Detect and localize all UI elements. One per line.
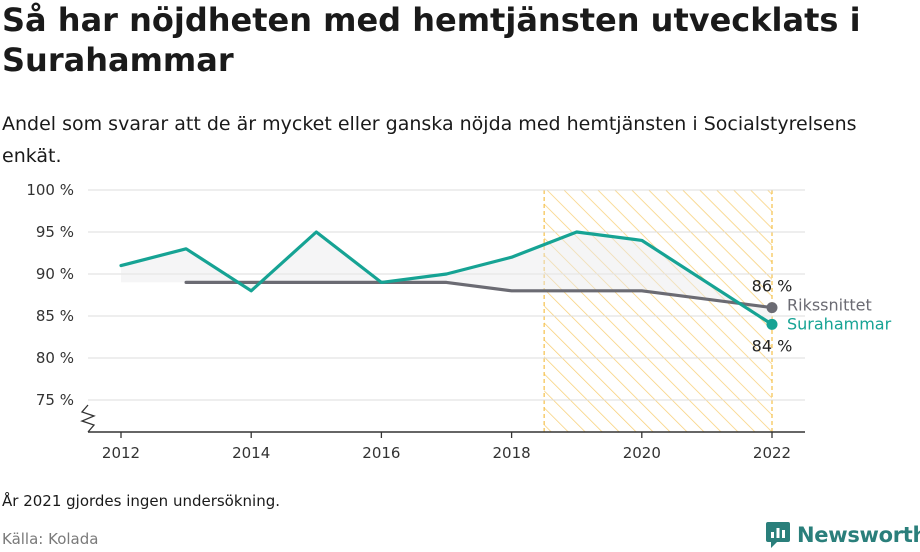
line-chart: 75 %80 %85 %90 %95 %100 % 2012 2014 2016 20… [26, 181, 892, 462]
axis-break-icon [80, 404, 96, 433]
difference-fill [121, 232, 772, 325]
y-tick-label: 85 % [36, 307, 74, 325]
y-tick-label: 100 % [26, 181, 74, 199]
end-value-label-rikssnittet: 86 % [752, 277, 793, 296]
series-end-point-rikssnittet [766, 302, 778, 314]
series-line-surahammar [119, 230, 774, 326]
chart-subtitle: Andel som svarar att de är mycket eller … [2, 113, 857, 167]
x-tick-label: 2022 [753, 444, 791, 462]
newsworthy-logo-icon [766, 522, 790, 548]
y-tick-label: 80 % [36, 349, 74, 367]
series-lines [119, 230, 778, 330]
brand-logo: Newsworthy [765, 520, 920, 550]
y-tick-label: 75 % [36, 391, 74, 409]
series-name-surahammar: Surahammar [787, 314, 892, 333]
x-tick-label: 2018 [493, 444, 531, 462]
end-value-label-surahammar: 84 % [752, 336, 793, 355]
source-credit: Källa: Kolada [2, 530, 99, 548]
brand-name: Newsworthy [797, 523, 920, 547]
series-end-point-surahammar [766, 318, 778, 330]
series-name-rikssnittet: Rikssnittet [787, 296, 872, 315]
x-tick-label: 2016 [362, 444, 400, 462]
x-tick-label: 2012 [102, 444, 140, 462]
y-tick-label: 95 % [36, 223, 74, 241]
highlight-hatch [544, 190, 772, 432]
y-tick-labels: 75 % 80 % 85 % 90 % 95 % 100 % [26, 181, 74, 409]
x-tick-label: 2020 [623, 444, 661, 462]
chart-note: År 2021 gjordes ingen undersökning. [2, 492, 281, 510]
highlight-area [543, 190, 773, 432]
chart-title: Så har nöjdheten med hemtjänsten utveckl… [2, 1, 861, 79]
difference-area [121, 232, 772, 325]
x-tick-label: 2014 [232, 444, 270, 462]
x-tick-labels: 2012 2014 2016 2018 2020 2022 [102, 444, 791, 462]
x-axis [80, 404, 805, 438]
series-line-rikssnittet [184, 280, 774, 310]
y-tick-label: 90 % [36, 265, 74, 283]
